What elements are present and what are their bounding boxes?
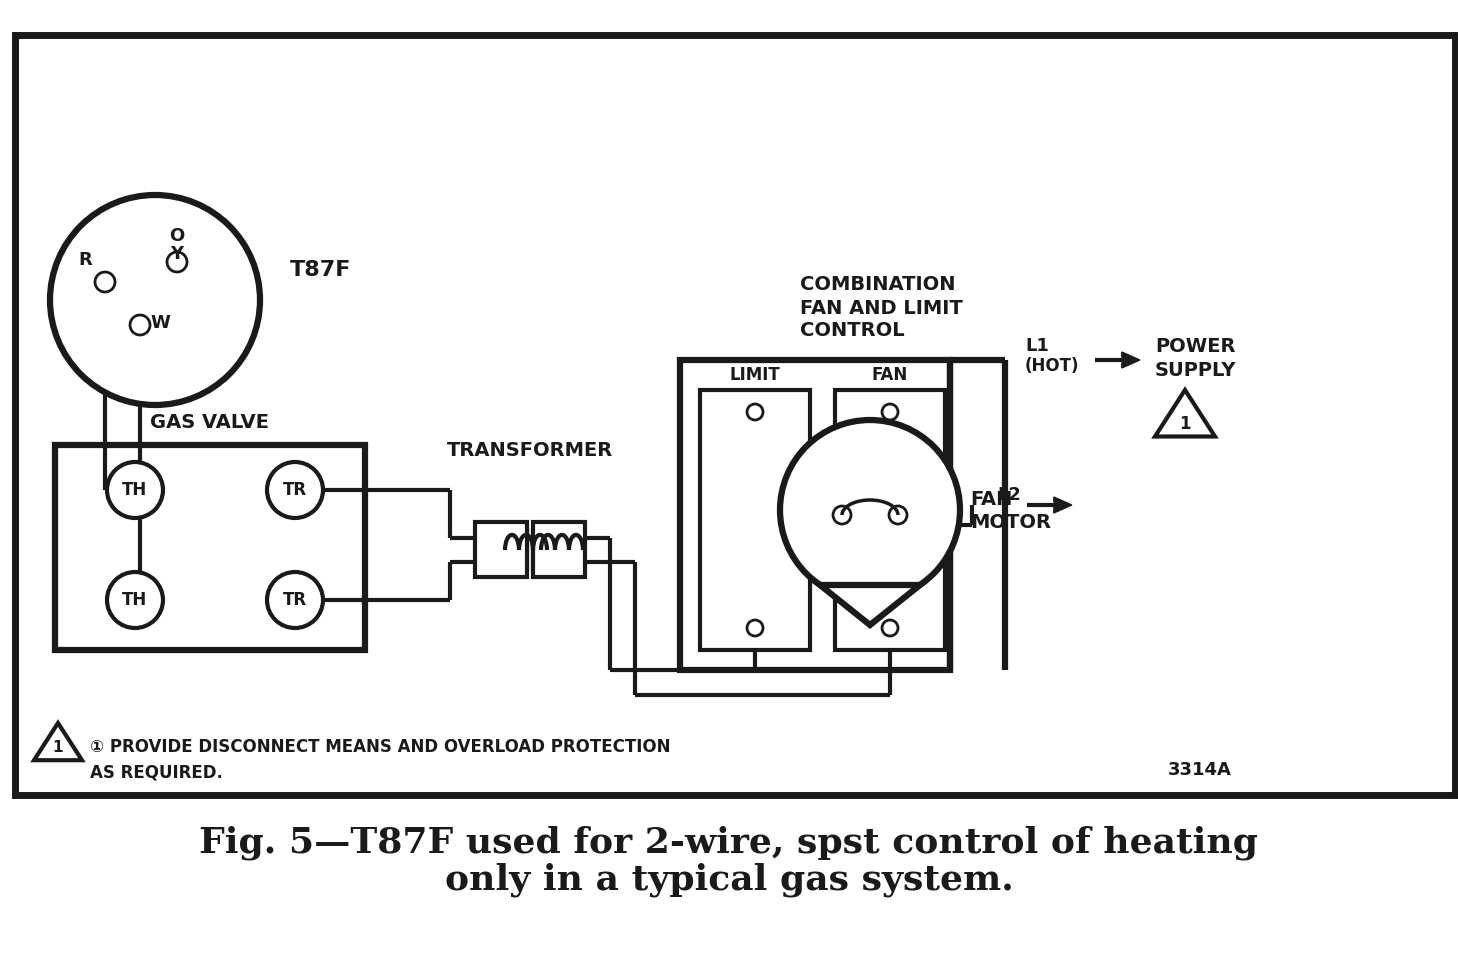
Polygon shape (1155, 390, 1215, 436)
Circle shape (780, 420, 959, 600)
Text: (HOT): (HOT) (1025, 357, 1079, 375)
Text: R: R (79, 251, 92, 269)
Text: ① PROVIDE DISCONNECT MEANS AND OVERLOAD PROTECTION: ① PROVIDE DISCONNECT MEANS AND OVERLOAD … (90, 738, 671, 756)
Text: Fig. 5—T87F used for 2-wire, spst control of heating: Fig. 5—T87F used for 2-wire, spst contro… (200, 826, 1258, 860)
Circle shape (168, 252, 187, 272)
Text: only in a typical gas system.: only in a typical gas system. (445, 862, 1013, 898)
Text: LIMIT: LIMIT (729, 366, 780, 384)
Polygon shape (819, 585, 920, 625)
Text: Y: Y (171, 245, 184, 263)
Text: CONTROL: CONTROL (800, 320, 904, 339)
Bar (835, 390, 945, 650)
Polygon shape (34, 723, 82, 760)
Text: MOTOR: MOTOR (970, 513, 1051, 531)
Text: FAN: FAN (970, 491, 1012, 510)
FancyArrow shape (1054, 497, 1072, 513)
Bar (15, 35, 1455, 795)
Text: FAN: FAN (872, 366, 908, 384)
Text: TH: TH (122, 481, 147, 499)
Bar (534, 522, 585, 577)
Text: SUPPLY: SUPPLY (1155, 361, 1236, 379)
Circle shape (746, 404, 763, 420)
Text: T87F: T87F (290, 260, 351, 280)
Text: COMBINATION: COMBINATION (800, 275, 955, 295)
Text: TH: TH (122, 591, 147, 609)
Text: AS REQUIRED.: AS REQUIRED. (90, 764, 223, 782)
Text: O: O (169, 227, 185, 245)
Text: POWER: POWER (1155, 336, 1235, 356)
Text: GAS VALVE: GAS VALVE (150, 414, 270, 432)
Text: 1: 1 (1180, 415, 1191, 433)
Bar (700, 390, 811, 650)
Circle shape (95, 272, 115, 292)
Text: FAN AND LIMIT: FAN AND LIMIT (800, 299, 962, 318)
Text: W: W (150, 314, 171, 332)
Circle shape (50, 195, 260, 405)
Text: 3314A: 3314A (1168, 761, 1232, 779)
Bar (55, 445, 364, 650)
Circle shape (833, 506, 851, 524)
Circle shape (130, 315, 150, 335)
Bar (475, 522, 526, 577)
Text: TR: TR (283, 481, 308, 499)
Text: TRANSFORMER: TRANSFORMER (446, 440, 614, 460)
Circle shape (882, 620, 898, 636)
Text: L2: L2 (997, 486, 1021, 504)
Circle shape (746, 620, 763, 636)
FancyArrow shape (1121, 352, 1140, 368)
Circle shape (889, 506, 907, 524)
Circle shape (106, 462, 163, 518)
Bar (679, 360, 951, 670)
Text: L1: L1 (1025, 337, 1048, 355)
Circle shape (267, 462, 324, 518)
Text: 1: 1 (52, 741, 63, 756)
Circle shape (106, 572, 163, 628)
Circle shape (882, 404, 898, 420)
Text: TR: TR (283, 591, 308, 609)
Circle shape (267, 572, 324, 628)
